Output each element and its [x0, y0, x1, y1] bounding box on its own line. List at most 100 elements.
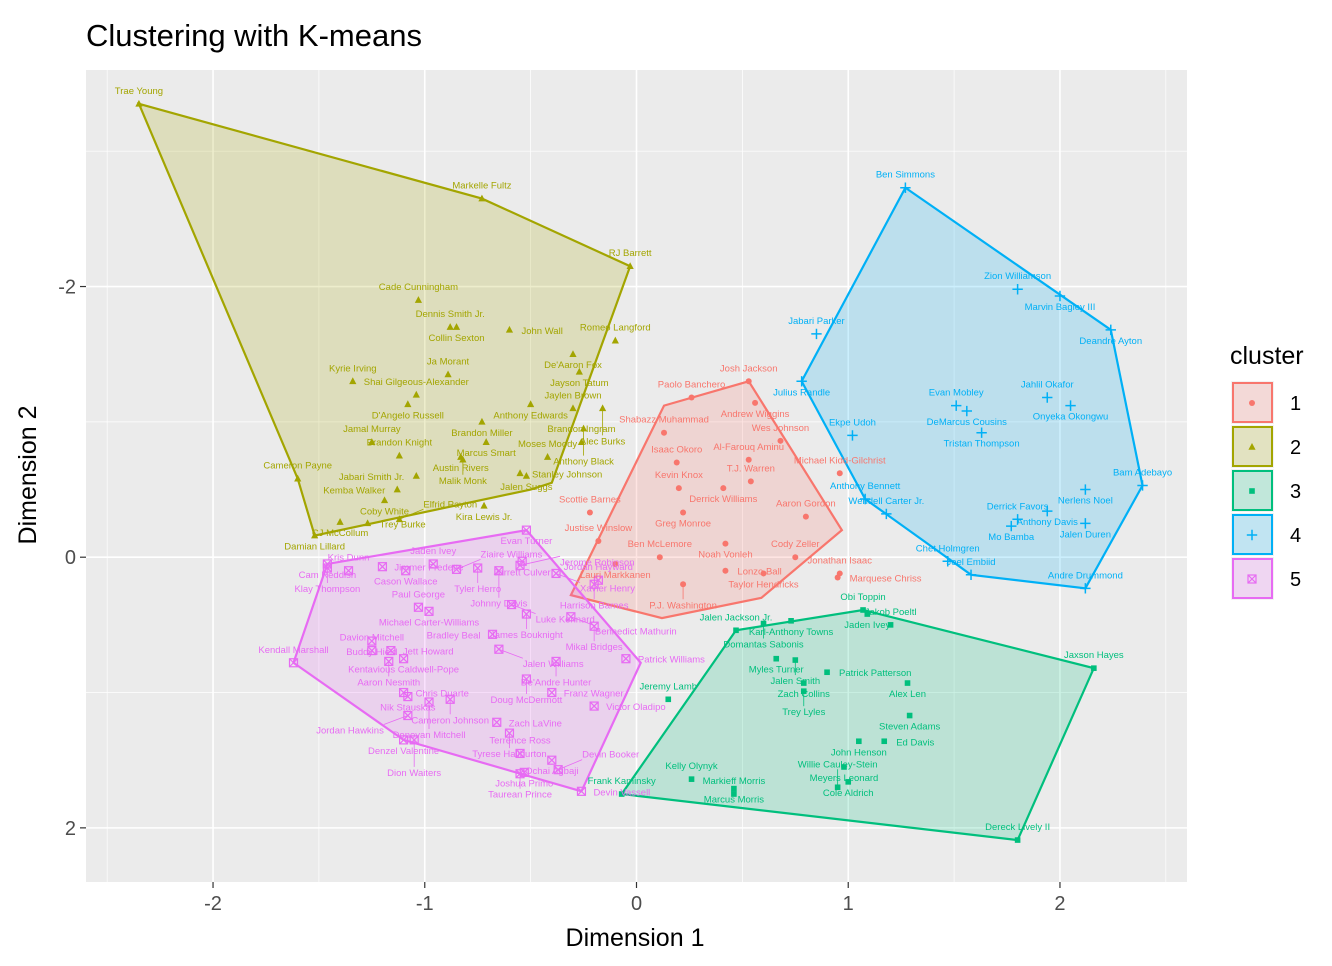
- cluster-2-hull: [137, 102, 632, 537]
- point-label: Cody Zeller: [771, 539, 820, 550]
- cluster-1-point: [745, 456, 752, 463]
- cluster-5-point: [506, 599, 517, 610]
- point-label: Jamal Murray: [343, 424, 401, 435]
- cluster-4-point: [1105, 324, 1116, 336]
- cluster-5-point: [515, 748, 525, 759]
- legend-item-5: 5: [1231, 557, 1301, 600]
- point-label: Greg Monroe: [655, 519, 711, 530]
- cluster-5-point: [384, 656, 394, 667]
- cluster-2-point: [478, 417, 486, 425]
- point-label: P.J. Washington: [649, 600, 717, 611]
- point-label: De'Andre Hunter: [521, 677, 591, 688]
- point-label: Andrew Wiggins: [721, 409, 790, 420]
- point-label: Bennedict Mathurin: [595, 627, 677, 638]
- cluster-5-point: [288, 658, 299, 668]
- point-label: Ben Simmons: [876, 170, 935, 181]
- point-label: Bam Adebayo: [1113, 467, 1172, 478]
- cluster-5-point: [553, 765, 563, 775]
- cluster-2-point: [577, 438, 586, 445]
- cluster-5-point: [403, 710, 413, 721]
- point-label: Jordan Hayward: [564, 562, 633, 573]
- cluster-3-point: [800, 680, 807, 686]
- point-label: Anthony Edwards: [493, 410, 568, 421]
- cluster-2-point: [459, 455, 467, 463]
- point-label: Onyeka Okongwu: [1033, 412, 1109, 423]
- point-label: Kira Lewis Jr.: [456, 512, 513, 523]
- point-label: Justise Winslow: [565, 523, 633, 534]
- point-label: Ziaire Williams: [481, 549, 543, 560]
- cluster-1-point: [752, 399, 759, 406]
- cluster-5-point: [343, 566, 354, 576]
- y-tick-label: 0: [65, 547, 76, 569]
- point-label: Cade Cunningham: [379, 282, 458, 293]
- point-label: Shabazz Muhammad: [619, 415, 709, 426]
- point-label: Cason Wallace: [374, 577, 438, 588]
- cluster-2-point: [611, 336, 619, 344]
- cluster-3-point: [906, 712, 913, 719]
- point-label: Cameron Payne: [263, 461, 332, 472]
- point-label: Trae Young: [115, 86, 163, 97]
- point-label: Davion Mitchell: [340, 633, 404, 644]
- cluster-2-point: [294, 474, 302, 482]
- point-label: Coby White: [360, 506, 409, 517]
- cluster-1-point: [586, 509, 593, 516]
- cluster-5-point: [322, 563, 332, 573]
- point-label: Kentavious Caldwell-Pope: [348, 665, 459, 676]
- point-label: Jalen Jackson Jr.: [700, 612, 773, 623]
- cluster-2-point: [404, 400, 412, 408]
- point-label: Marquese Chriss: [850, 574, 922, 585]
- point-label: Denzel Valentine: [368, 746, 439, 757]
- cluster-3-point: [733, 627, 739, 634]
- point-label: Ed Davis: [896, 737, 934, 748]
- cluster-2-point: [336, 518, 344, 525]
- point-label: Damian Lillard: [284, 542, 345, 553]
- cluster-1-point: [688, 394, 695, 401]
- cluster-1-point: [656, 554, 663, 561]
- cluster-1-point: [836, 470, 843, 477]
- cluster-hulls: [137, 102, 1144, 842]
- cluster-1-point: [673, 459, 680, 466]
- point-label: Domantas Sabonis: [723, 640, 804, 651]
- point-label: Jakob Poeltl: [865, 607, 917, 618]
- point-label: Malik Monk: [439, 476, 487, 487]
- cluster-2-point: [412, 390, 420, 398]
- label-leader: [399, 508, 424, 520]
- cluster-4-point: [951, 400, 962, 411]
- cluster-1-point: [675, 485, 682, 492]
- cluster-4-point: [900, 182, 911, 193]
- cluster-4-hull: [800, 186, 1144, 590]
- cluster-1-point: [720, 485, 727, 492]
- point-label: Julius Randle: [773, 387, 830, 398]
- cluster-2-point: [522, 472, 530, 479]
- point-label: Doug McDermott: [490, 695, 562, 706]
- cluster-4-point: [1006, 520, 1017, 532]
- x-tick-label: 2: [1054, 893, 1065, 915]
- cluster-4-point: [942, 556, 953, 567]
- point-label: Devin Vassell: [593, 787, 650, 798]
- cluster-4-point: [796, 376, 807, 387]
- x-axis-title: Dimension 1: [566, 924, 705, 952]
- legend-symbol-5: [1247, 574, 1257, 584]
- legend-symbol-1: [1249, 400, 1255, 406]
- cluster-4-point: [961, 405, 972, 417]
- cluster-2-point: [575, 367, 583, 375]
- point-label: Derrick Favors: [987, 501, 1049, 512]
- point-label: Noah Vonleh: [698, 550, 752, 561]
- cluster-4-point: [965, 569, 977, 580]
- cluster-3-point: [618, 791, 625, 797]
- point-label: Ben McLemore: [628, 539, 692, 550]
- point-label: Jonathan Isaac: [808, 555, 873, 566]
- point-label: Tristan Thompson: [944, 439, 1020, 450]
- cluster-5-point: [451, 564, 462, 574]
- y-axis-title: Dimension 2: [14, 406, 42, 545]
- cluster-2-point: [393, 485, 401, 493]
- cluster-1-point: [747, 478, 754, 485]
- cluster-5-point: [576, 786, 587, 796]
- cluster-2-point: [543, 453, 552, 460]
- point-label: Andre Drummond: [1048, 570, 1123, 581]
- point-label: T.J. Warren: [727, 463, 775, 474]
- cluster-5-point: [515, 560, 525, 570]
- point-label: Devin Booker: [582, 750, 639, 761]
- cluster-3-point: [688, 776, 695, 782]
